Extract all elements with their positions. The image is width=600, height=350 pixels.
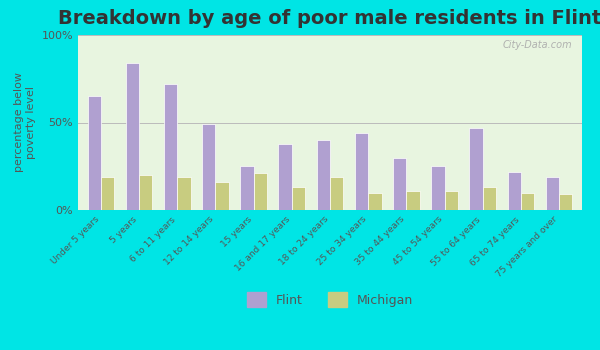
Bar	[508, 172, 521, 210]
Bar	[126, 63, 139, 210]
Bar	[431, 166, 445, 210]
Bar	[546, 177, 559, 210]
Bar	[559, 194, 572, 210]
Bar	[406, 191, 420, 210]
Bar	[483, 187, 496, 210]
Bar	[278, 144, 292, 210]
Bar	[139, 175, 152, 210]
Bar	[240, 166, 254, 210]
Bar	[215, 182, 229, 210]
Bar	[202, 124, 215, 210]
Bar	[88, 96, 101, 210]
Bar	[292, 187, 305, 210]
Y-axis label: percentage below
poverty level: percentage below poverty level	[14, 72, 36, 173]
Bar	[368, 193, 382, 210]
Bar	[101, 177, 114, 210]
Bar	[330, 177, 343, 210]
Bar	[317, 140, 330, 210]
Bar	[355, 133, 368, 210]
Bar	[164, 84, 177, 210]
Legend: Flint, Michigan: Flint, Michigan	[242, 287, 418, 312]
Bar	[177, 177, 191, 210]
Bar	[521, 193, 534, 210]
Bar	[445, 191, 458, 210]
Bar	[393, 158, 406, 210]
Bar	[469, 128, 483, 210]
Text: City-Data.com: City-Data.com	[502, 40, 572, 50]
Title: Breakdown by age of poor male residents in Flint: Breakdown by age of poor male residents …	[58, 9, 600, 28]
Bar	[254, 173, 267, 210]
